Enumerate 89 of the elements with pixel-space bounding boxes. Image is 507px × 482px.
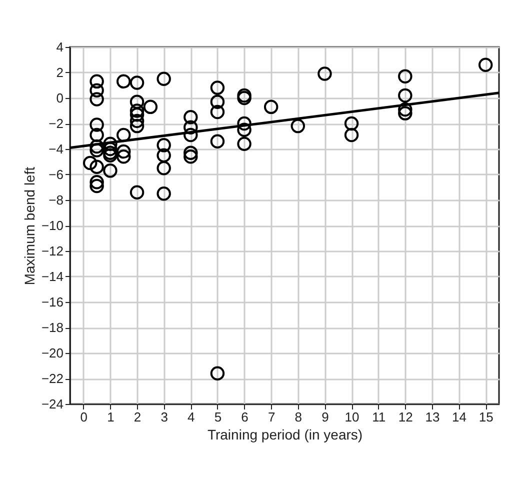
x-axis-title: Training period (in years) (207, 426, 363, 442)
point (156, 148, 171, 162)
point (103, 164, 118, 178)
point (264, 100, 278, 114)
point (130, 94, 144, 109)
x-tick-label: 0 (80, 410, 88, 424)
point (210, 134, 225, 148)
x-tick-label: 1 (107, 410, 114, 424)
point (130, 107, 144, 122)
point (156, 72, 171, 86)
x-tick-label: 9 (322, 410, 329, 424)
point (130, 76, 144, 90)
point (116, 150, 131, 164)
point (130, 114, 144, 128)
point (237, 122, 252, 137)
point (184, 128, 198, 142)
point (156, 186, 171, 201)
point (237, 90, 252, 106)
point (130, 104, 144, 118)
y-tick-label: −8 (48, 192, 64, 208)
x-tick-label: 3 (160, 410, 168, 424)
x-tick-label: 12 (398, 410, 413, 424)
point (82, 156, 98, 170)
point (398, 88, 412, 103)
y-tick-label: −22 (41, 371, 64, 386)
y-tick-label: 2 (56, 65, 64, 80)
x-tick-label: 6 (241, 410, 248, 424)
point (90, 128, 104, 142)
point (184, 146, 198, 160)
point (344, 128, 359, 142)
y-tick-label: −10 (41, 218, 64, 233)
y-axis-title: Maximum bend left (21, 166, 38, 286)
y-tick-label: −6 (48, 167, 64, 182)
point (90, 74, 104, 89)
y-tick-label: −4 (48, 142, 64, 156)
point (90, 178, 104, 194)
point (210, 94, 225, 109)
point (103, 148, 118, 162)
x-tick-label: 13 (425, 410, 440, 424)
x-tick-label: 2 (134, 410, 142, 424)
point (90, 175, 104, 190)
x-tick-label: 15 (478, 410, 494, 424)
point (130, 118, 144, 134)
x-tick-label: 10 (344, 410, 360, 424)
point (90, 83, 104, 98)
point (90, 143, 104, 158)
point (210, 104, 225, 120)
point (116, 128, 131, 142)
point (103, 146, 118, 160)
point (210, 80, 225, 95)
x-tick-label: 7 (268, 410, 276, 424)
point (116, 144, 131, 159)
point (237, 136, 252, 152)
y-tick-label: −2 (48, 116, 64, 131)
point (90, 139, 104, 154)
point (143, 100, 158, 114)
x-tick-label: 8 (294, 410, 302, 424)
point (156, 138, 171, 152)
point (398, 106, 412, 120)
x-tick-label: 11 (372, 410, 386, 424)
point (398, 69, 412, 84)
point (478, 58, 493, 72)
point (156, 161, 171, 176)
point (184, 120, 198, 134)
point (184, 110, 198, 124)
y-tick-label: 0 (56, 90, 64, 106)
y-tick-label: −18 (41, 320, 64, 335)
point (116, 74, 131, 89)
point (184, 150, 198, 164)
point (290, 118, 306, 134)
point (237, 88, 252, 103)
point (237, 116, 252, 131)
x-tick-label: 5 (214, 410, 222, 424)
y-tick-label: −20 (41, 346, 64, 360)
point (130, 185, 144, 200)
x-tick-label: 14 (452, 410, 467, 424)
point (90, 92, 104, 106)
point (90, 118, 104, 132)
y-tick-label: 4 (56, 40, 64, 54)
y-tick-label: −14 (41, 269, 64, 284)
y-tick-label: −12 (41, 244, 64, 258)
point (210, 366, 225, 381)
y-tick-label: −24 (41, 396, 64, 412)
point (318, 66, 332, 81)
point (90, 160, 104, 174)
y-tick-label: −16 (41, 294, 64, 310)
point (344, 116, 359, 131)
point (398, 102, 412, 117)
x-tick-label: 4 (188, 410, 195, 424)
